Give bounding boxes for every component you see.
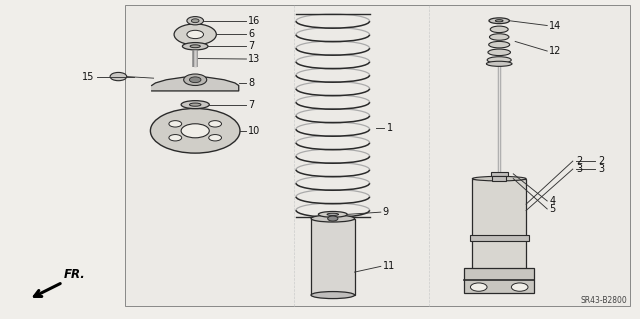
Circle shape xyxy=(150,108,240,153)
Circle shape xyxy=(110,72,127,81)
Circle shape xyxy=(187,17,204,25)
Ellipse shape xyxy=(472,176,526,181)
Ellipse shape xyxy=(486,61,512,66)
Text: 6: 6 xyxy=(248,29,255,40)
Text: 8: 8 xyxy=(248,78,255,88)
Text: FR.: FR. xyxy=(64,268,86,281)
Ellipse shape xyxy=(181,100,209,108)
Text: 16: 16 xyxy=(248,16,260,26)
Text: 12: 12 xyxy=(549,46,561,56)
Circle shape xyxy=(169,121,182,127)
Ellipse shape xyxy=(189,103,201,106)
Text: 10: 10 xyxy=(248,126,260,136)
Text: 13: 13 xyxy=(248,54,260,64)
Bar xyxy=(125,5,630,306)
Ellipse shape xyxy=(182,43,208,50)
Circle shape xyxy=(328,216,338,221)
Ellipse shape xyxy=(495,20,503,22)
Text: 3: 3 xyxy=(576,164,582,174)
Circle shape xyxy=(169,135,182,141)
Text: 7: 7 xyxy=(248,41,255,51)
Text: 14: 14 xyxy=(549,20,561,31)
Text: 15: 15 xyxy=(83,71,95,82)
Text: SR43-B2800: SR43-B2800 xyxy=(580,296,627,305)
Text: 11: 11 xyxy=(383,261,395,271)
Ellipse shape xyxy=(311,215,355,222)
Ellipse shape xyxy=(490,26,508,33)
Circle shape xyxy=(209,135,221,141)
Bar xyxy=(472,179,526,270)
Bar xyxy=(470,234,529,241)
Text: 9: 9 xyxy=(383,207,389,217)
Ellipse shape xyxy=(319,211,347,217)
Ellipse shape xyxy=(487,57,511,63)
Circle shape xyxy=(187,30,204,39)
Text: 2: 2 xyxy=(576,156,582,166)
Circle shape xyxy=(181,124,209,138)
Bar xyxy=(311,219,355,295)
Ellipse shape xyxy=(489,18,509,24)
Circle shape xyxy=(511,283,528,291)
Bar xyxy=(492,176,506,181)
Circle shape xyxy=(470,283,487,291)
Ellipse shape xyxy=(190,45,200,48)
Text: 2: 2 xyxy=(598,156,605,166)
Text: 3: 3 xyxy=(598,164,605,174)
Circle shape xyxy=(184,74,207,85)
Circle shape xyxy=(189,77,201,83)
Bar xyxy=(464,268,534,293)
Text: 7: 7 xyxy=(248,100,255,110)
Text: 5: 5 xyxy=(549,204,556,214)
Text: 4: 4 xyxy=(549,196,556,206)
Circle shape xyxy=(191,19,199,23)
Ellipse shape xyxy=(311,292,355,299)
Ellipse shape xyxy=(490,34,509,40)
Polygon shape xyxy=(152,77,239,91)
Circle shape xyxy=(209,121,221,127)
Ellipse shape xyxy=(489,41,509,48)
Text: 1: 1 xyxy=(387,122,394,133)
Bar xyxy=(491,172,508,176)
Circle shape xyxy=(174,24,216,45)
Ellipse shape xyxy=(327,213,339,216)
Ellipse shape xyxy=(488,49,511,56)
